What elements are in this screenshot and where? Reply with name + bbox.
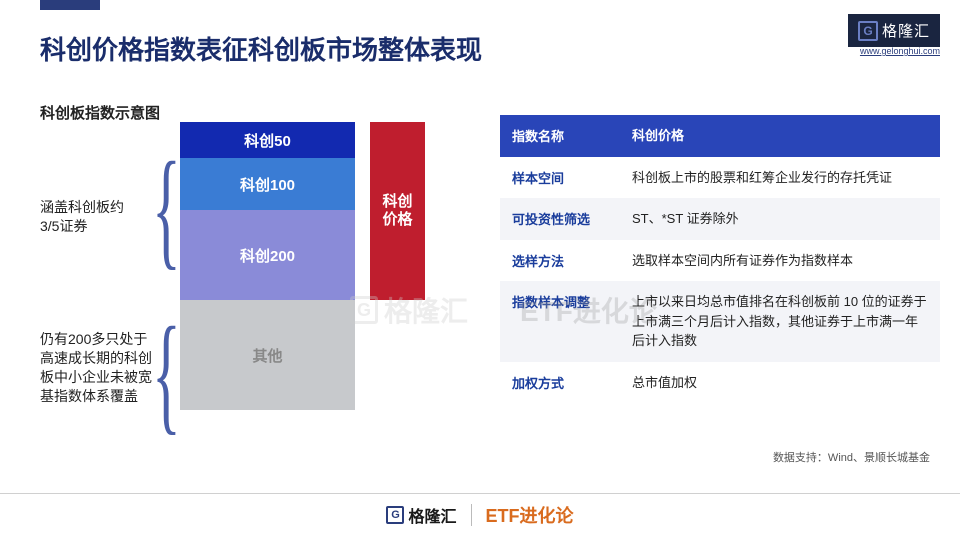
table-key-cell: 指数样本调整 bbox=[500, 281, 620, 362]
footer-g-icon: G bbox=[386, 506, 404, 524]
footer-logo: G 格隆汇 bbox=[386, 503, 456, 527]
table-header-cell: 科创价格 bbox=[620, 115, 940, 157]
data-source: 数据支持：Wind、景顺长城基金 bbox=[773, 449, 930, 465]
top-decoration bbox=[40, 0, 100, 10]
stack-segment: 科创200 bbox=[180, 210, 355, 300]
table-key-cell: 可投资性筛选 bbox=[500, 198, 620, 240]
table-key-cell: 选样方法 bbox=[500, 240, 620, 282]
diagram-note-1: 涵盖科创板约 3/5证券 bbox=[40, 198, 124, 236]
table-row: 加权方式总市值加权 bbox=[500, 362, 940, 404]
logo-text: 格隆汇 bbox=[882, 20, 930, 41]
footer-logo-text: 格隆汇 bbox=[408, 503, 456, 527]
logo-url: www.gelonghui.com bbox=[860, 46, 940, 56]
table-value-cell: 科创板上市的股票和红筹企业发行的存托凭证 bbox=[620, 157, 940, 199]
brace-icon: { bbox=[152, 134, 181, 286]
table-key-cell: 加权方式 bbox=[500, 362, 620, 404]
logo-box: G 格隆汇 bbox=[848, 14, 940, 47]
table-value-cell: 上市以来日均总市值排名在科创板前 10 位的证券于上市满三个月后计入指数，其他证… bbox=[620, 281, 940, 362]
stacked-bar: 科创50科创100科创200其他 bbox=[180, 122, 355, 410]
footer-divider bbox=[471, 504, 472, 526]
table-row: 可投资性筛选ST、*ST 证券除外 bbox=[500, 198, 940, 240]
table-header-row: 指数名称科创价格 bbox=[500, 115, 940, 157]
brace-icon: { bbox=[152, 299, 181, 451]
diagram-note-2: 仍有200多只处于 高速成长期的科创 板中小企业未被宽 基指数体系覆盖 bbox=[40, 330, 152, 406]
footer-etf: ETF进化论 bbox=[486, 502, 574, 528]
footer: G 格隆汇 ETF进化论 bbox=[0, 493, 960, 535]
page-title: 科创价格指数表征科创板市场整体表现 bbox=[40, 30, 482, 67]
table-header-cell: 指数名称 bbox=[500, 115, 620, 157]
table-key-cell: 样本空间 bbox=[500, 157, 620, 199]
table-value-cell: ST、*ST 证券除外 bbox=[620, 198, 940, 240]
stack-segment: 科创50 bbox=[180, 122, 355, 158]
table-value-cell: 选取样本空间内所有证券作为指数样本 bbox=[620, 240, 940, 282]
info-table: 指数名称科创价格样本空间科创板上市的股票和红筹企业发行的存托凭证可投资性筛选ST… bbox=[500, 115, 940, 403]
diagram-subtitle: 科创板指数示意图 bbox=[40, 102, 160, 123]
logo-g-icon: G bbox=[858, 21, 878, 41]
table-row: 选样方法选取样本空间内所有证券作为指数样本 bbox=[500, 240, 940, 282]
table-row: 指数样本调整上市以来日均总市值排名在科创板前 10 位的证券于上市满三个月后计入… bbox=[500, 281, 940, 362]
table-value-cell: 总市值加权 bbox=[620, 362, 940, 404]
red-bar: 科创 价格 bbox=[370, 122, 425, 300]
stack-segment: 其他 bbox=[180, 300, 355, 410]
table-row: 样本空间科创板上市的股票和红筹企业发行的存托凭证 bbox=[500, 157, 940, 199]
stack-segment: 科创100 bbox=[180, 158, 355, 210]
